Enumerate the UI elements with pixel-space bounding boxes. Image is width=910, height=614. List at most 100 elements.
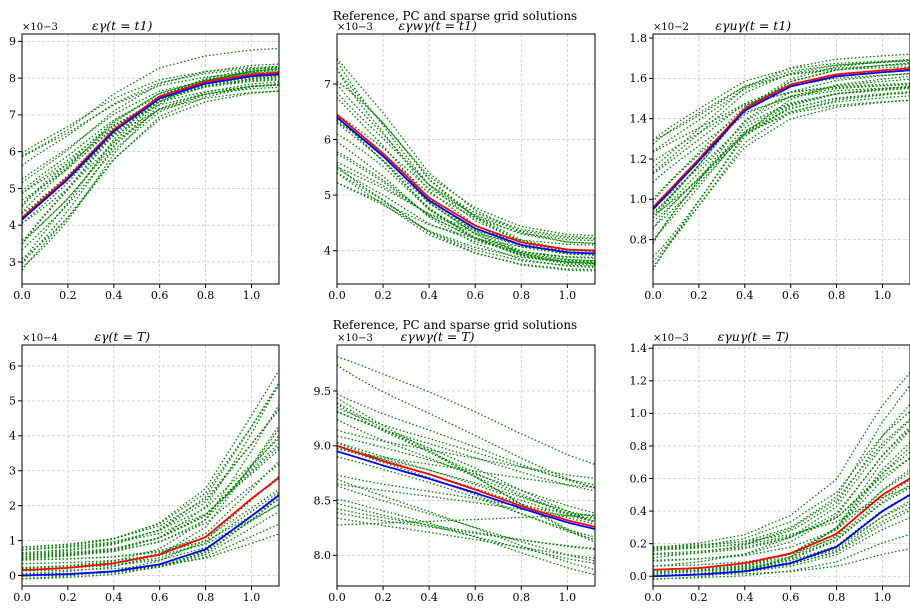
x-tick-label: 0.4 — [105, 289, 123, 302]
y-tick-label: 1.0 — [630, 193, 648, 206]
sample-line — [337, 474, 595, 517]
x-tick-label: 0.6 — [151, 289, 169, 302]
sample-line — [337, 83, 595, 244]
x-tick-label: 0.2 — [374, 591, 392, 604]
x-tick-label: 0.2 — [59, 591, 77, 604]
sample-line — [653, 442, 910, 575]
chart-panel-6: 0.0 0.2 0.4 0.6 0.8 1.0 0.0 0.2 0.4 0.6 0.8 1.0 1.2 1… — [630, 329, 910, 604]
sample-line — [337, 59, 595, 252]
sample-line — [653, 91, 910, 222]
chart-title: εγuγ(t = T) — [718, 329, 789, 344]
sample-line — [22, 63, 279, 183]
sample-line — [653, 86, 910, 183]
sample-line — [337, 122, 595, 256]
reference-line — [22, 476, 279, 572]
sample-line — [653, 99, 910, 263]
y-tick-label: 0.2 — [630, 538, 648, 551]
mean-line — [22, 494, 279, 577]
sample-line — [337, 141, 595, 268]
sample-line — [337, 402, 595, 541]
sample-line — [337, 57, 595, 245]
sample-line — [337, 168, 595, 259]
sample-line — [653, 62, 910, 219]
sample-line — [22, 86, 279, 194]
sample-line — [337, 356, 595, 466]
sample-line — [653, 63, 910, 152]
x-tick-label: 0.2 — [374, 289, 392, 302]
sample-line — [22, 497, 279, 575]
chart-title: εγ(t = T) — [94, 329, 150, 344]
sample-line — [22, 409, 279, 548]
sample-line — [22, 491, 279, 571]
sample-line — [22, 449, 279, 551]
y-tick-label: 8 — [9, 72, 16, 85]
sample-line — [653, 91, 910, 268]
axes-frame — [21, 33, 280, 285]
x-tick-label: 0.4 — [420, 289, 438, 302]
sample-line — [337, 364, 595, 489]
y-tick-label: 0.6 — [630, 472, 648, 485]
sample-line — [653, 446, 910, 573]
mean-line — [653, 494, 910, 578]
sample-line — [337, 91, 595, 239]
y-tick-label: 6 — [324, 133, 331, 146]
sample-line — [22, 67, 279, 264]
series-group — [337, 356, 595, 576]
sample-line — [337, 448, 595, 489]
mean-line — [337, 450, 595, 530]
x-tick-label: 0.8 — [197, 289, 215, 302]
sample-line — [22, 66, 279, 268]
x-tick-label: 0.0 — [644, 289, 662, 302]
x-tick-label: 1.0 — [874, 289, 892, 302]
x-tick-label: 0.6 — [782, 591, 800, 604]
y-tick-label: 3 — [9, 256, 16, 269]
sample-line — [337, 153, 595, 259]
sample-line — [22, 67, 279, 167]
x-tick-label: 0.0 — [328, 289, 346, 302]
sample-line — [653, 95, 910, 215]
sample-line — [653, 468, 910, 573]
x-tick-label: 0.8 — [513, 289, 531, 302]
sample-line — [653, 83, 910, 153]
sample-line — [22, 438, 279, 551]
sample-line — [337, 115, 595, 265]
y-tick-label: 0.8 — [630, 233, 648, 246]
sample-line — [22, 71, 279, 158]
sample-line — [337, 122, 595, 265]
x-tick-label: 1.0 — [243, 289, 261, 302]
y-tick-label: 4 — [9, 219, 16, 232]
sample-line — [337, 166, 595, 246]
sample-line — [337, 517, 595, 559]
sample-line — [337, 442, 595, 525]
sample-line — [653, 484, 910, 578]
sample-line — [22, 65, 279, 154]
suptitle-top: Reference, PC and sparse grid solutions — [333, 9, 577, 23]
sample-line — [653, 66, 910, 145]
series-group — [337, 57, 595, 272]
sample-line — [22, 90, 279, 271]
mean-line — [337, 116, 595, 255]
sample-line — [337, 511, 595, 550]
sample-line — [337, 172, 595, 271]
sample-line — [653, 87, 910, 208]
sample-line — [22, 78, 279, 192]
y-tick-label: 7 — [324, 78, 331, 91]
y-tick-label: 1.2 — [630, 375, 648, 388]
sample-line — [653, 60, 910, 141]
sample-line — [337, 498, 595, 576]
sample-line — [653, 548, 910, 576]
sample-line — [337, 448, 595, 519]
sample-line — [22, 497, 279, 576]
x-tick-label: 0.2 — [690, 591, 708, 604]
y-tick-label: 1.4 — [630, 342, 648, 355]
x-tick-label: 0.8 — [828, 591, 846, 604]
sample-line — [337, 411, 595, 522]
x-tick-label: 0.2 — [690, 289, 708, 302]
sample-line — [337, 182, 595, 264]
y-tick-label: 1.0 — [630, 407, 648, 420]
y-tick-label: 0.0 — [630, 570, 648, 583]
sample-line — [337, 182, 595, 252]
x-tick-label: 0.0 — [13, 289, 31, 302]
y-tick-label: 1.6 — [630, 72, 648, 85]
